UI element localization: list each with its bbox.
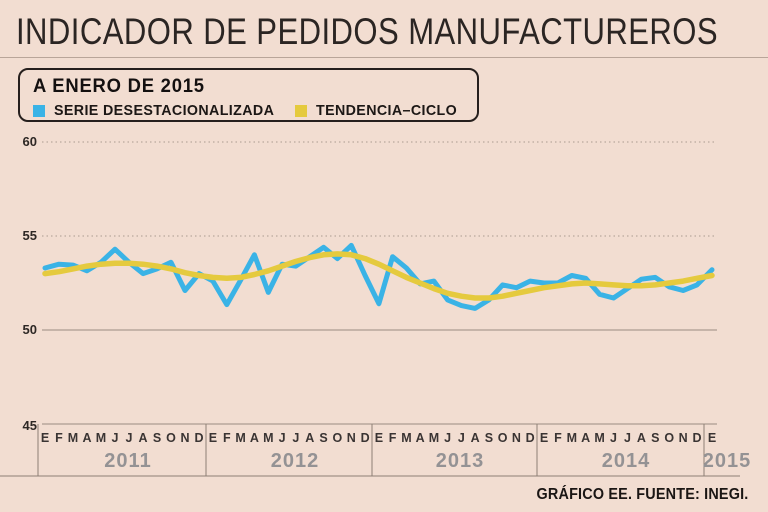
month-label: A — [82, 431, 91, 445]
month-label: N — [512, 431, 521, 445]
month-label: O — [498, 431, 508, 445]
page-title: INDICADOR DE PEDIDOS MANUFACTUREROS — [16, 11, 718, 52]
serie-desestacionalizada-line — [42, 242, 715, 311]
month-label: M — [68, 431, 78, 445]
month-label: O — [664, 431, 674, 445]
y-tick-55: 55 — [22, 228, 37, 243]
month-label: N — [679, 431, 688, 445]
y-tick-50: 50 — [22, 322, 37, 337]
month-label: E — [209, 431, 217, 445]
month-label: M — [235, 431, 245, 445]
month-label: M — [429, 431, 439, 445]
month-label: D — [692, 431, 701, 445]
month-label: J — [292, 431, 299, 445]
y-tick-45: 45 — [22, 418, 37, 433]
legend-row: SERIE DESESTACIONALIZADA TENDENCIA–CICLO — [33, 102, 464, 119]
year-label: 2013 — [436, 450, 485, 472]
tendencia-ciclo-label: TENDENCIA–CICLO — [315, 102, 457, 119]
month-label: J — [444, 431, 451, 445]
month-label: M — [263, 431, 273, 445]
year-label: 2011 — [104, 450, 151, 472]
month-label: N — [347, 431, 356, 445]
tendencia-ciclo-line — [42, 251, 715, 301]
y-tick-60: 60 — [22, 134, 37, 149]
month-label: A — [637, 431, 646, 445]
month-label: D — [194, 431, 203, 445]
month-label: D — [361, 431, 370, 445]
month-label: F — [389, 431, 397, 445]
month-label: M — [96, 431, 106, 445]
year-label: 2012 — [271, 450, 320, 472]
month-label: A — [416, 431, 425, 445]
month-label: F — [55, 431, 63, 445]
month-label: S — [153, 431, 161, 445]
legend: A ENERO DE 2015 SERIE DESESTACIONALIZADA… — [18, 68, 479, 122]
tendencia-ciclo-swatch-icon — [294, 104, 307, 117]
month-label: A — [138, 431, 147, 445]
month-label: J — [112, 431, 119, 445]
month-label: J — [279, 431, 286, 445]
month-label: E — [708, 431, 716, 445]
month-label: A — [305, 431, 314, 445]
header-divider — [0, 57, 768, 58]
month-label: M — [401, 431, 411, 445]
month-label: N — [180, 431, 189, 445]
month-label: M — [594, 431, 604, 445]
month-label: E — [375, 431, 383, 445]
month-label: M — [567, 431, 577, 445]
month-label: J — [624, 431, 631, 445]
serie-desestacionalizada-label: SERIE DESESTACIONALIZADA — [54, 102, 275, 119]
serie-desestacionalizada-swatch-icon — [33, 104, 45, 117]
month-label: A — [581, 431, 590, 445]
month-label: O — [166, 431, 176, 445]
legend-title: A ENERO DE 2015 — [33, 76, 205, 97]
month-label: S — [319, 431, 327, 445]
year-label: 2014 — [602, 450, 651, 472]
month-label: J — [458, 431, 465, 445]
month-label: S — [651, 431, 659, 445]
month-label: E — [540, 431, 548, 445]
month-label: D — [526, 431, 535, 445]
source-note: GRÁFICO EE. FUENTE: INEGI. — [536, 486, 748, 503]
month-label: F — [554, 431, 562, 445]
month-label: J — [126, 431, 133, 445]
month-label: A — [471, 431, 480, 445]
month-label: F — [223, 431, 231, 445]
month-label: J — [610, 431, 617, 445]
month-label: O — [333, 431, 343, 445]
month-label: A — [250, 431, 259, 445]
month-label: S — [485, 431, 493, 445]
year-label: 2015 — [703, 450, 752, 472]
month-label: E — [41, 431, 49, 445]
